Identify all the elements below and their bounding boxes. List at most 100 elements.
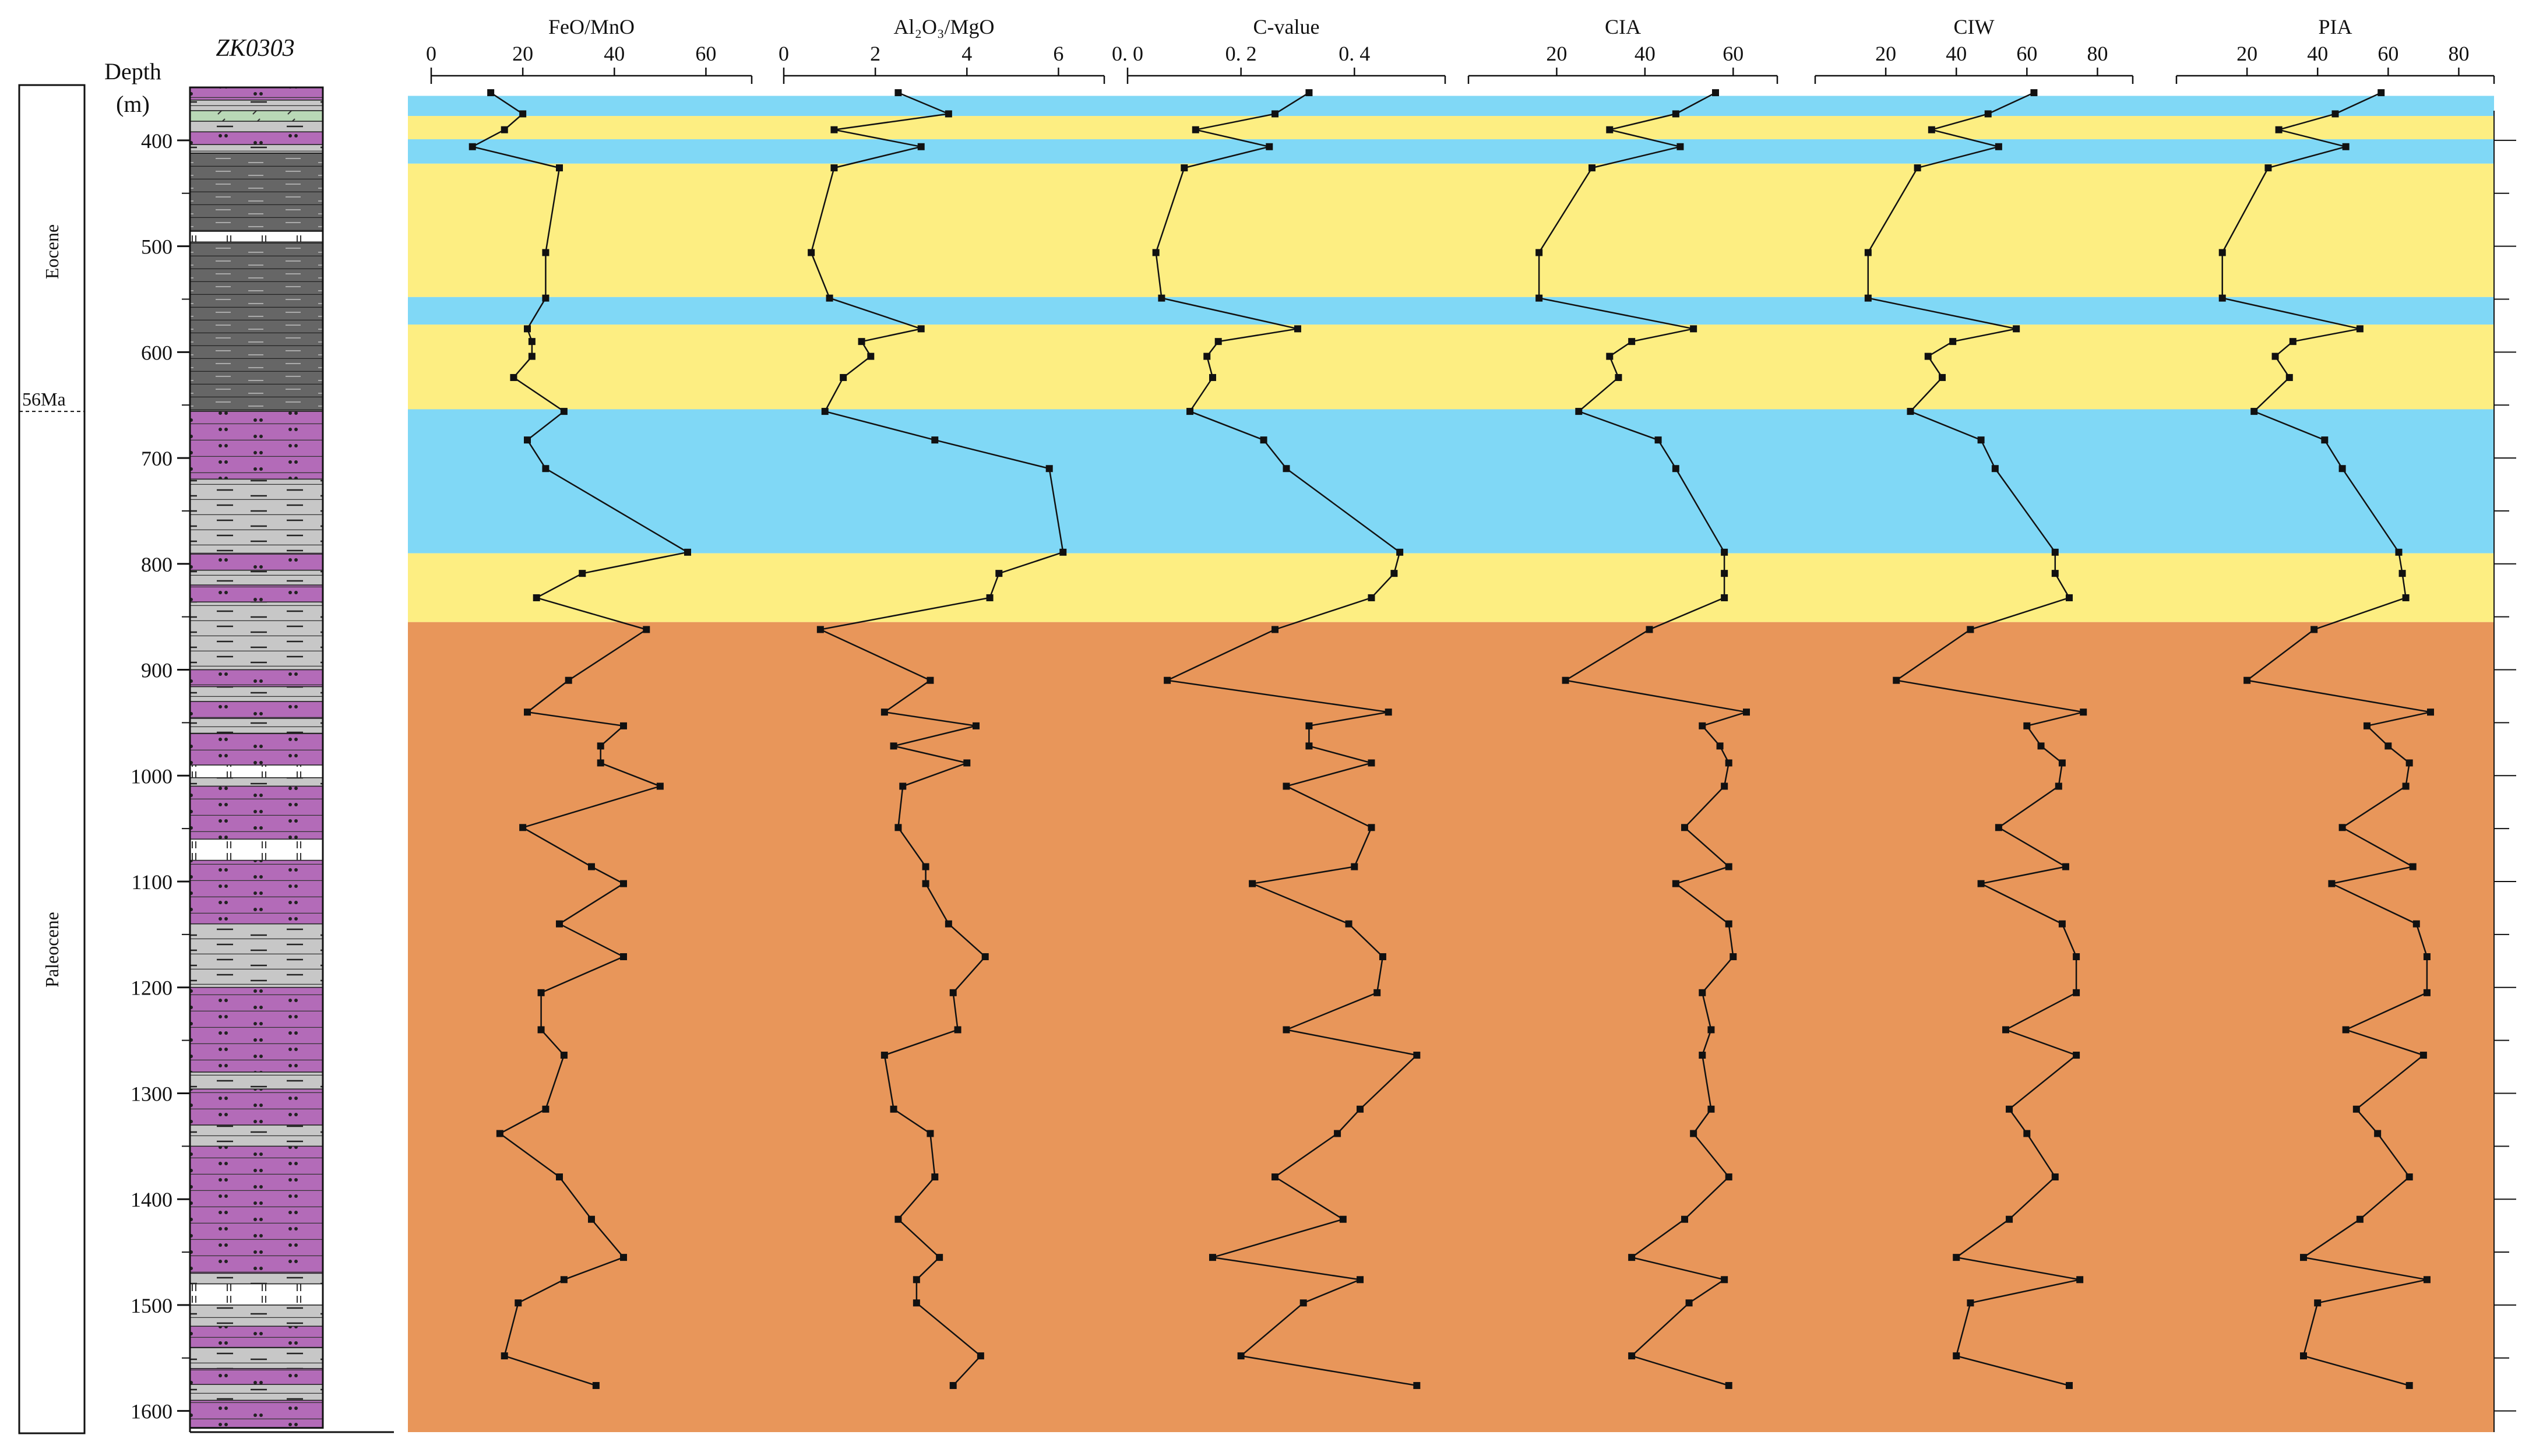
depth-axis: Depth (m) 400 500 600 700 800 900 1000 1100 1200… [104, 58, 191, 1432]
data-point [1305, 742, 1313, 750]
lithology-layer [189, 1272, 323, 1285]
background-band [408, 622, 2494, 1432]
data-point [597, 742, 604, 750]
data-point [2331, 110, 2339, 118]
data-point [542, 465, 550, 473]
data-point [2285, 373, 2293, 381]
data-point [501, 126, 508, 133]
panel-2: 0. 0 0. 2 0. 4 C-value [1112, 15, 1446, 1390]
data-point [542, 1105, 550, 1113]
panel-tick-label: 40 [2307, 42, 2328, 65]
data-point [2243, 676, 2251, 684]
data-point [2271, 352, 2279, 360]
panel-tick-label: 60 [1723, 42, 1744, 65]
data-point [1699, 1052, 1706, 1059]
data-point [2378, 89, 2385, 97]
data-point [1730, 953, 1737, 961]
lithology-layer [189, 859, 323, 925]
data-point [2051, 1173, 2059, 1181]
lithology-layer [189, 601, 323, 671]
panel-tick-label: 0 [779, 42, 789, 65]
data-point [880, 1052, 888, 1059]
data-point [643, 626, 650, 633]
data-point [1967, 1299, 1974, 1307]
data-point [1628, 338, 1636, 346]
data-point [954, 1026, 961, 1034]
data-point [2427, 708, 2434, 716]
data-point [1646, 626, 1653, 633]
data-point [1209, 1254, 1216, 1261]
data-point [931, 1173, 939, 1181]
data-point [560, 408, 568, 415]
background-band [408, 96, 2494, 117]
panel-tick-label: 80 [2448, 42, 2469, 65]
data-point [2066, 1382, 2073, 1390]
data-point [2250, 408, 2258, 415]
data-point [1928, 126, 1935, 133]
data-point [858, 338, 865, 346]
data-point [821, 408, 829, 415]
data-point [2338, 465, 2346, 473]
lithology-layer [189, 764, 323, 778]
data-point [2073, 953, 2080, 961]
data-point [2364, 722, 2371, 729]
data-point [2006, 1215, 2013, 1223]
data-point [1249, 880, 1256, 887]
data-point [1699, 989, 1706, 996]
data-point [949, 1382, 957, 1390]
lithology-layer [189, 1384, 323, 1401]
data-point [1186, 408, 1194, 415]
data-point [487, 89, 495, 97]
data-point [1681, 824, 1688, 831]
data-point [1357, 1276, 1364, 1284]
depth-axis-title: Depth [104, 58, 161, 84]
data-point [2023, 1130, 2031, 1137]
lithology-layer [189, 121, 323, 133]
data-point [1606, 126, 1614, 133]
panel-title: Al₂O₃/MgO [893, 15, 994, 38]
data-point [1712, 89, 1719, 97]
data-point [1721, 548, 1728, 556]
data-point [1059, 548, 1067, 556]
depth-tick-label: 1600 [131, 1400, 172, 1423]
data-point [1266, 143, 1273, 150]
lithology-layer [189, 1124, 323, 1147]
data-point [1924, 352, 1932, 360]
panel-1: 0 2 4 6 Al₂O₃/MgO [779, 15, 1105, 1390]
data-point [1535, 249, 1543, 256]
background-band [408, 553, 2494, 622]
data-point [469, 143, 476, 150]
depth-tick-label: 600 [141, 341, 172, 364]
data-point [2374, 1130, 2382, 1137]
data-point [2419, 1052, 2427, 1059]
lithology-layer [189, 411, 323, 480]
data-point [2023, 722, 2031, 729]
lithology-layer [189, 718, 323, 734]
lithology-layer [189, 785, 323, 840]
data-point [556, 920, 563, 928]
lithology-layer [189, 1088, 323, 1126]
data-point [1628, 1352, 1636, 1360]
lithology-layer [189, 838, 323, 861]
panel-tick-label: 0 [426, 42, 436, 65]
data-point [1368, 759, 1375, 767]
boundary-age-label: 56Ma [22, 389, 66, 410]
data-point [945, 110, 952, 118]
data-point [1707, 1105, 1715, 1113]
data-point [2405, 1173, 2413, 1181]
data-point [1991, 465, 1999, 473]
data-point [2002, 1026, 2009, 1034]
data-point [684, 548, 691, 556]
data-point [1864, 294, 1872, 302]
data-point [2352, 1105, 2360, 1113]
data-point [913, 1299, 920, 1307]
data-point [1283, 465, 1290, 473]
data-point [1294, 325, 1301, 333]
data-point [1373, 989, 1381, 996]
data-point [1977, 436, 1985, 444]
background-bands [408, 87, 2494, 1432]
data-point [840, 373, 847, 381]
data-point [2412, 920, 2420, 928]
data-point [1413, 1052, 1421, 1059]
